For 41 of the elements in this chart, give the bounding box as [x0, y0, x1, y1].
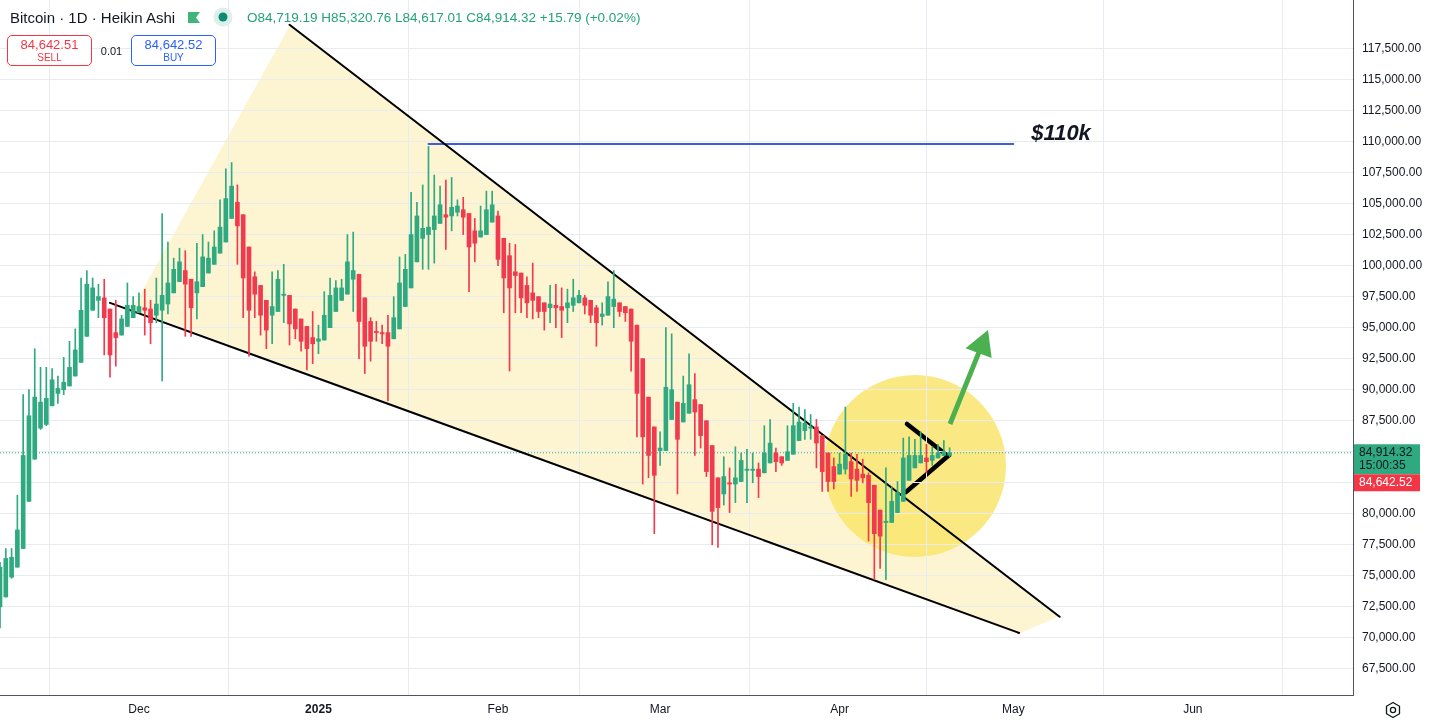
text: 84,642.52	[1359, 475, 1413, 490]
annotation: BUY	[163, 52, 184, 64]
annotation: SELL	[37, 52, 62, 64]
y-tick-label: 95,000.00	[1362, 319, 1416, 334]
text: Bitcoin · 1D · Heikin Ashi	[10, 8, 176, 26]
x-tick-label: Mar	[649, 701, 671, 716]
y-tick-label: 70,000.00	[1362, 630, 1416, 645]
y-tick-label: 110,000.00	[1362, 133, 1422, 148]
x-tick-label: 2025	[305, 701, 333, 716]
candlestick	[269, 271, 275, 345]
series-label: $110k	[1030, 119, 1093, 145]
y-tick-label: 117,500.00	[1362, 40, 1422, 55]
x-tick-label: Dec	[128, 701, 150, 716]
y-tick-label: 80,000.00	[1362, 506, 1416, 521]
x-tick-label: Feb	[487, 701, 509, 716]
y-tick-label: 107,500.00	[1362, 164, 1423, 179]
y-tick-label: 97,500.00	[1362, 288, 1416, 303]
sell-button[interactable]: 84,642.51 SELL	[7, 35, 92, 66]
y-tick-label: 100,000.00	[1362, 257, 1423, 272]
ref-line-label: 84,914.32 15:00:35	[1359, 445, 1413, 473]
annotation: 84,642.52	[144, 37, 203, 52]
y-tick-label: 77,500.00	[1362, 537, 1416, 552]
annotation: 84,642.51	[20, 37, 79, 52]
candlestick	[443, 179, 449, 250]
x-tick-label: May	[1001, 701, 1025, 716]
y-tick-label: 115,000.00	[1362, 71, 1422, 86]
y-tick-label: 102,500.00	[1362, 226, 1423, 241]
y-tick-label: 112,500.00	[1362, 102, 1422, 117]
y-tick-label: 72,500.00	[1362, 599, 1416, 614]
candlestick	[385, 314, 391, 402]
y-tick-label: 87,500.00	[1362, 413, 1416, 428]
y-tick-label: 67,500.00	[1362, 661, 1416, 676]
annotation: 0.01	[99, 44, 124, 57]
y-tick-label: 105,000.00	[1362, 195, 1423, 210]
buy-button[interactable]: 84,642.52 BUY	[131, 35, 216, 66]
y-tick-label: 92,500.00	[1362, 350, 1416, 365]
y-tick-label: 90,000.00	[1362, 382, 1416, 397]
y-tick-label: 75,000.00	[1362, 568, 1416, 583]
x-tick-label: Jun	[1183, 701, 1203, 716]
x-tick-label: Apr	[830, 701, 849, 716]
text: O84,719.19 H85,320.76 L84,617.01 C84,914.32 +15.79 (+0.02%)	[247, 9, 641, 25]
